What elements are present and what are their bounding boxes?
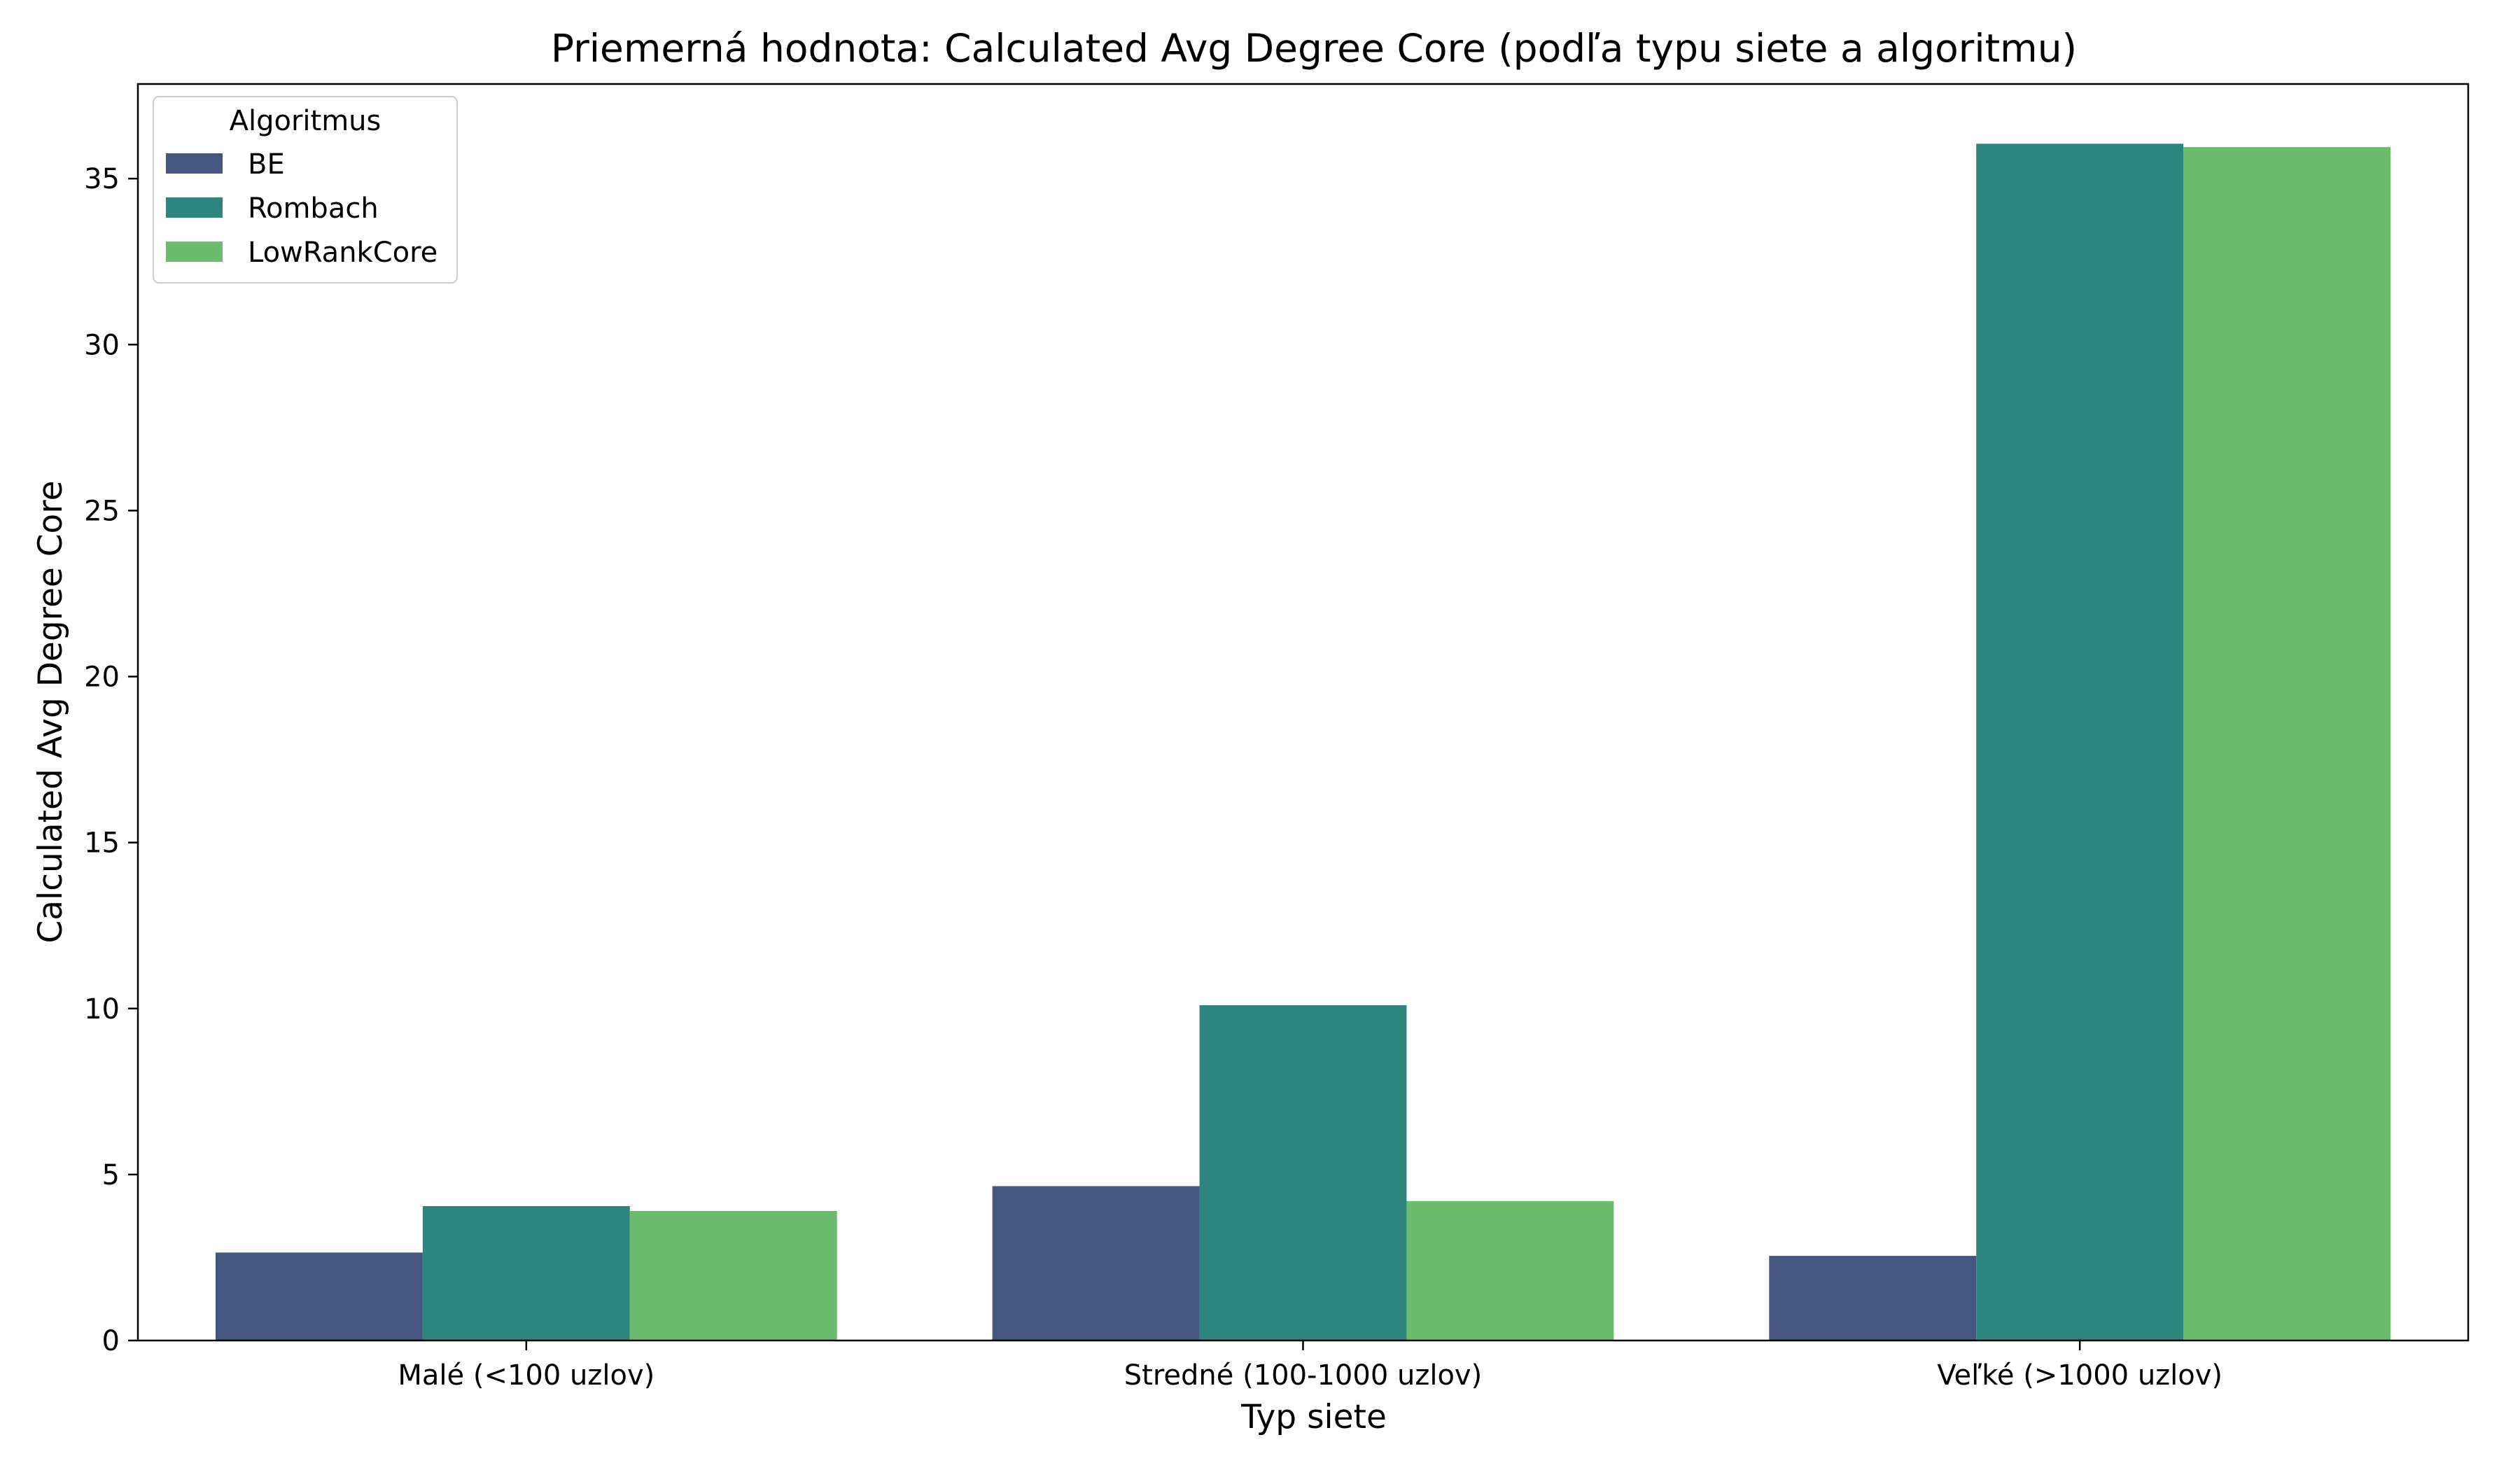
y-tick-label: 0 (102, 1325, 120, 1357)
bar-rombach-0 (422, 1205, 630, 1340)
y-tick-label: 5 (102, 1159, 120, 1191)
y-axis: 0 5 10 15 20 25 30 35 (84, 163, 138, 1357)
bar-rombach-2 (1976, 144, 2184, 1340)
legend-swatch-lowrankcore (166, 241, 223, 262)
bar-be-0 (215, 1252, 423, 1340)
plot-frame (136, 83, 2470, 1342)
legend-swatch-be (166, 153, 223, 174)
legend-title: Algoritmus (230, 105, 382, 137)
bar-lowrankcore-1 (1406, 1200, 1614, 1340)
legend-box (153, 96, 458, 284)
bar-be-1 (992, 1186, 1200, 1340)
x-tick-label: Stredné (100-1000 uzlov) (1124, 1359, 1482, 1392)
y-tick-label: 25 (84, 495, 120, 527)
bars-group (215, 144, 2391, 1340)
bar-lowrankcore-0 (629, 1211, 837, 1340)
legend-items: BE Rombach LowRankCore (166, 148, 438, 269)
y-tick-label: 35 (84, 163, 120, 195)
chart-title: Priemerná hodnota: Calculated Avg Degree… (551, 26, 2077, 71)
legend-swatch-rombach (166, 197, 223, 218)
x-tick-label: Veľké (>1000 uzlov) (1937, 1359, 2222, 1392)
legend-label-rombach: Rombach (248, 192, 379, 225)
y-axis-label: Calculated Avg Degree Core (31, 480, 70, 943)
y-tick-label: 15 (84, 827, 120, 860)
y-tick-label: 10 (84, 993, 120, 1026)
bar-rombach-1 (1199, 1005, 1407, 1340)
x-tick-label: Malé (<100 uzlov) (398, 1359, 654, 1392)
y-tick-label: 20 (84, 662, 120, 694)
x-axis-label: Typ siete (1240, 1398, 1387, 1436)
bar-lowrankcore-2 (2183, 147, 2391, 1340)
bar-be-2 (1769, 1256, 1977, 1340)
legend-label-lowrankcore: LowRankCore (248, 237, 438, 269)
y-tick-label: 30 (84, 329, 120, 361)
legend-label-be: BE (248, 148, 285, 181)
legend: Algoritmus BE Rombach LowRankCore (153, 96, 458, 284)
x-axis: Malé (<100 uzlov) Stredné (100-1000 uzlov… (398, 1340, 2222, 1392)
